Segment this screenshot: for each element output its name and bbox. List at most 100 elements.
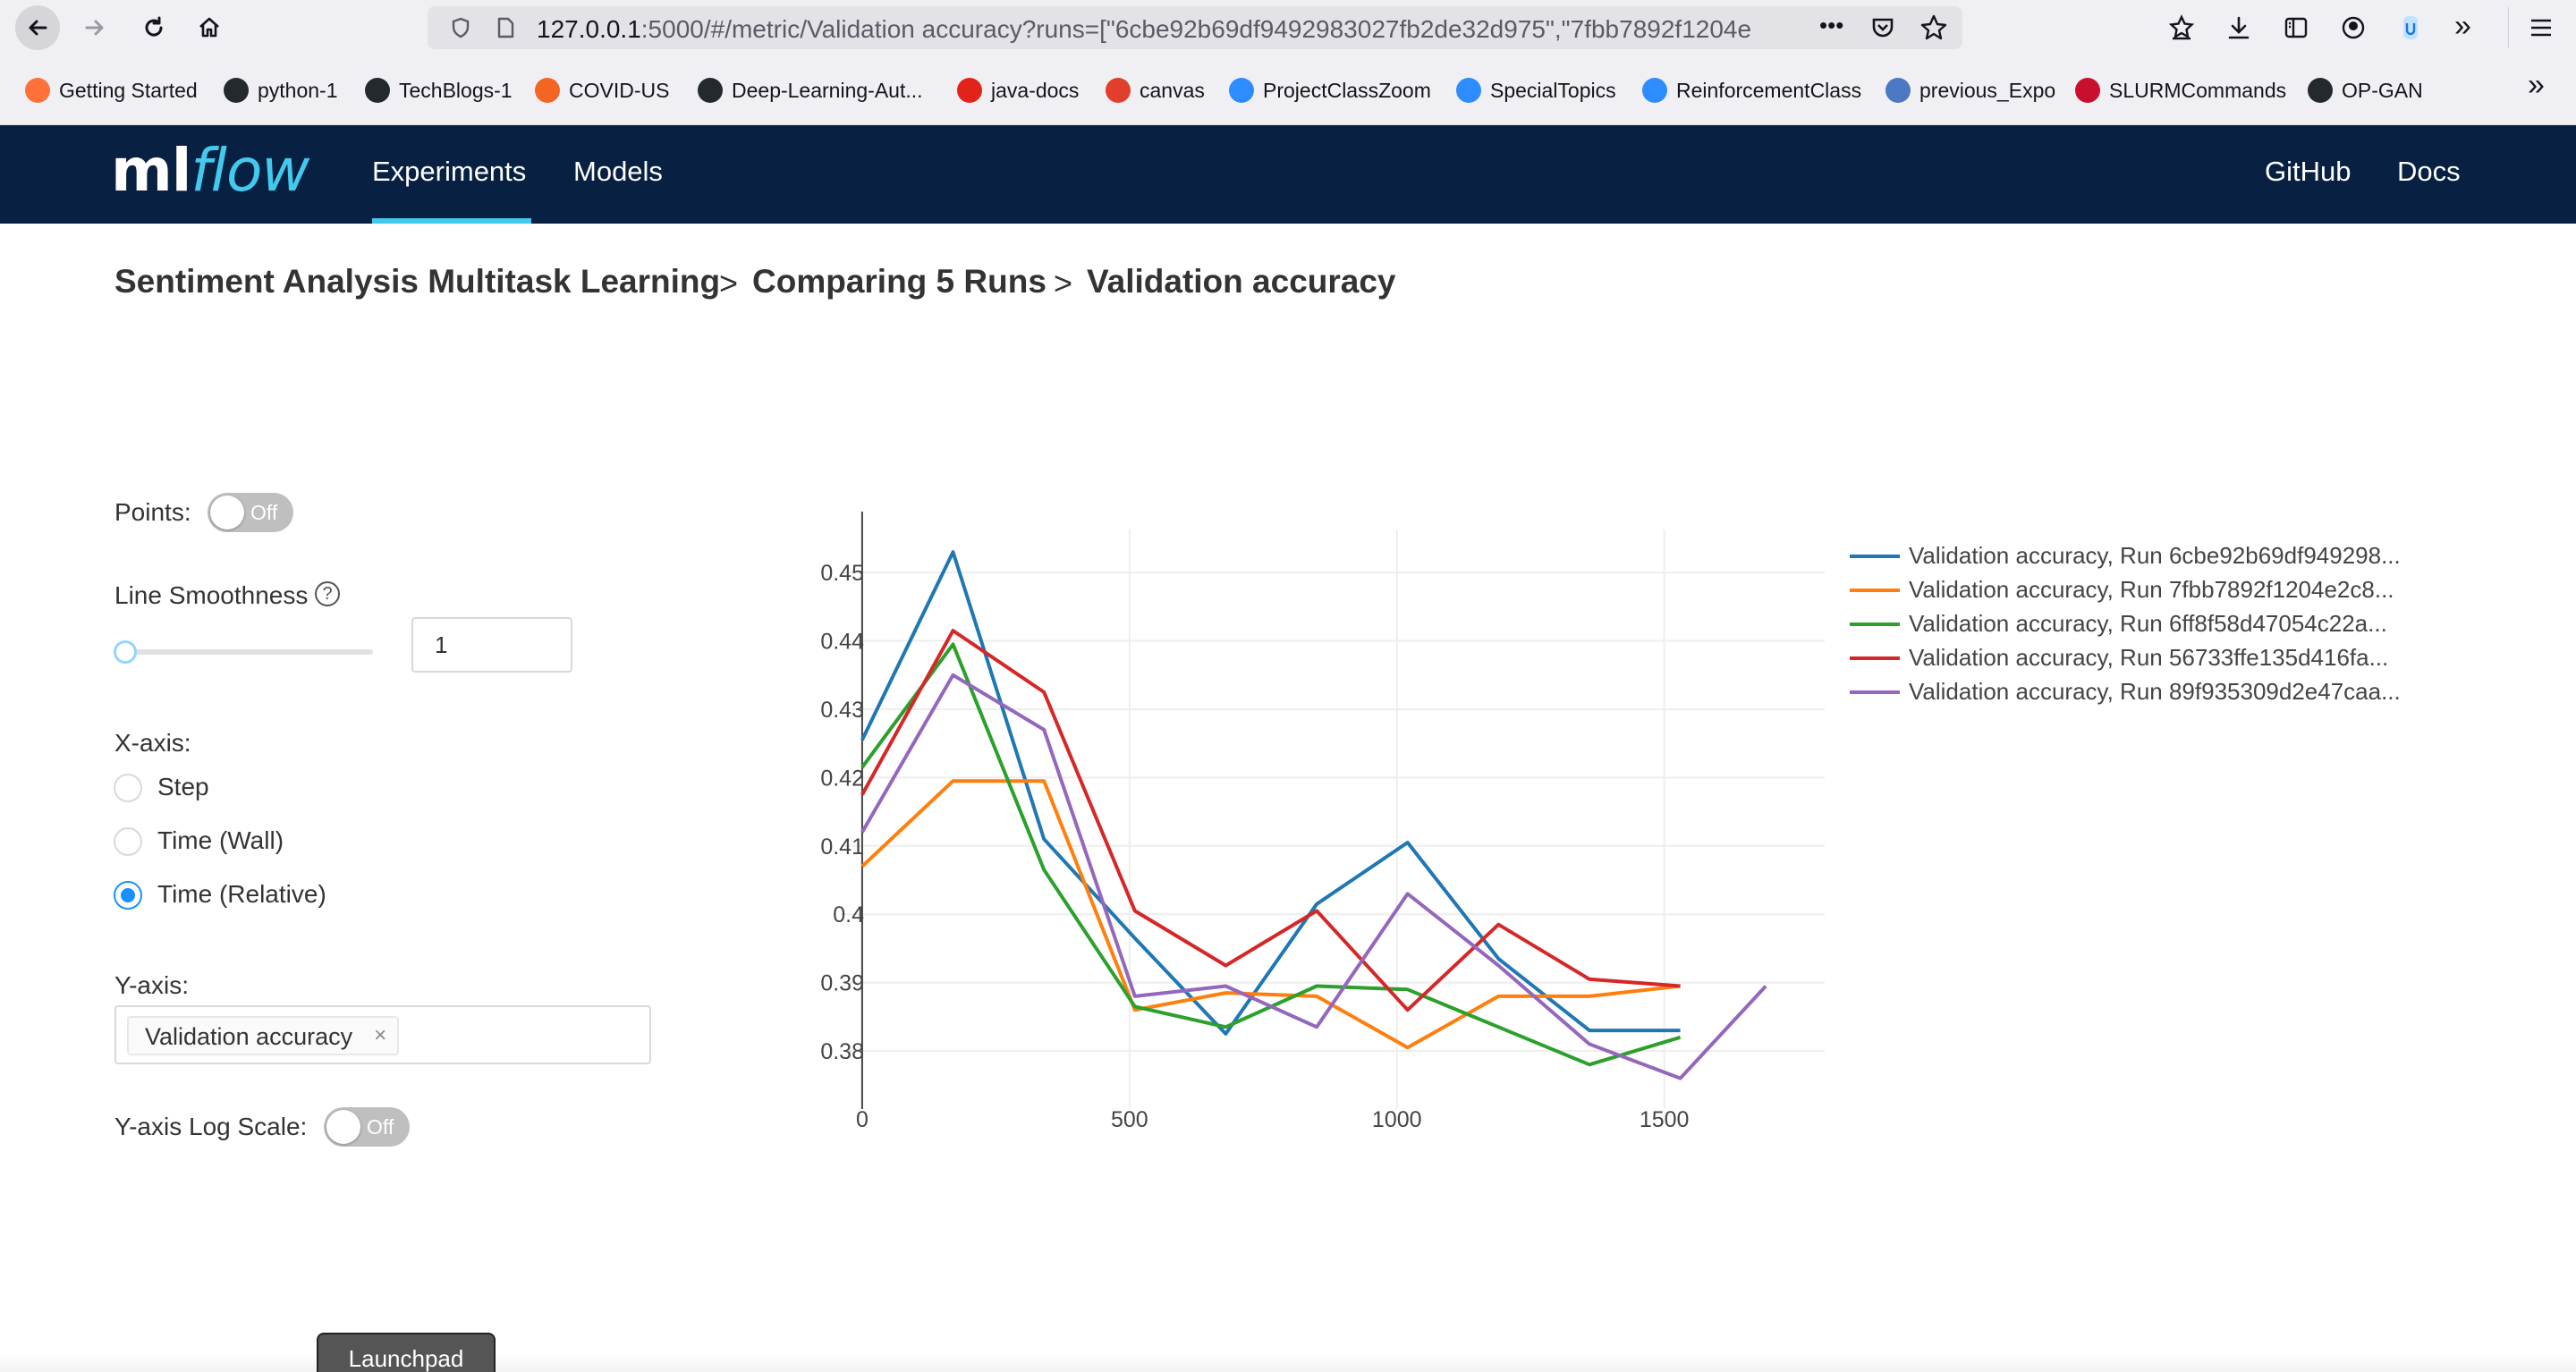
- series-line-2: [860, 779, 1681, 1050]
- sidebar-icon[interactable]: [2283, 14, 2309, 41]
- breadcrumb-separator: >: [719, 265, 739, 301]
- forward-button[interactable]: [75, 8, 114, 47]
- github-icon: [698, 78, 723, 103]
- page-actions-menu[interactable]: •••: [1819, 12, 1844, 38]
- url-text: 127.0.0.1:5000/#/metric/Validation accur…: [537, 15, 1762, 44]
- xaxis-label: X-axis:: [114, 729, 191, 757]
- home-button[interactable]: [190, 8, 229, 47]
- lungs-icon: [535, 78, 560, 103]
- bookmark-item[interactable]: Getting Started: [25, 75, 198, 106]
- bookmark-label: ReinforcementClass: [1676, 78, 1862, 102]
- nav-models[interactable]: Models: [573, 156, 663, 187]
- smoothness-input[interactable]: 1: [411, 617, 572, 673]
- xaxis-radio-step[interactable]: [114, 774, 142, 802]
- y-tick-label: 0.43: [820, 698, 864, 723]
- bookmark-item[interactable]: canvas: [1106, 75, 1205, 106]
- bookmark-item[interactable]: COVID-US: [535, 75, 669, 106]
- bookmark-item[interactable]: java-docs: [957, 75, 1079, 106]
- close-icon[interactable]: ×: [374, 1023, 387, 1047]
- yaxis-select[interactable]: Validation accuracy ×: [114, 1005, 651, 1064]
- smoothness-slider-handle[interactable]: [114, 640, 137, 664]
- smoothness-slider-rail[interactable]: [124, 649, 373, 655]
- metric-line-chart[interactable]: 0.38 0.39 0.4 0.41 0.42 0.43 0.44 0.45 0 500 1000 1…: [716, 510, 1878, 1136]
- hamburger-menu-icon[interactable]: [2528, 14, 2555, 41]
- toggle-knob: [210, 495, 244, 529]
- canvas-icon: [1106, 78, 1131, 103]
- downloads-icon[interactable]: [2225, 14, 2252, 41]
- log-scale-toggle[interactable]: Off: [324, 1107, 410, 1147]
- zoom-icon: [1642, 78, 1667, 103]
- xaxis-option-wall[interactable]: Time (Wall): [157, 826, 284, 854]
- toggle-state: Off: [367, 1115, 394, 1139]
- bookmark-item[interactable]: previous_Expo: [1885, 75, 2055, 106]
- page-title: Validation accuracy: [1087, 263, 1396, 300]
- reload-button[interactable]: [134, 8, 174, 47]
- github-icon: [2308, 78, 2333, 103]
- toggle-knob: [326, 1110, 360, 1144]
- legend-item[interactable]: Validation accuracy, Run 89f935309d2e47c…: [1843, 676, 2540, 708]
- legend-item[interactable]: Validation accuracy, Run 7fbb7892f1204e2…: [1843, 574, 2540, 606]
- zoom-icon: [1456, 78, 1481, 103]
- bookmark-item[interactable]: OP-GAN: [2308, 75, 2423, 106]
- bookmark-label: COVID-US: [569, 78, 670, 102]
- bookmark-item[interactable]: SpecialTopics: [1456, 75, 1616, 106]
- legend-swatch: [1850, 555, 1900, 558]
- bookmark-label: OP-GAN: [2342, 78, 2423, 102]
- account-icon[interactable]: [2340, 14, 2367, 41]
- xaxis-radio-relative[interactable]: [114, 881, 142, 910]
- legend-label: Validation accuracy, Run 6ff8f58d47054c2…: [1909, 610, 2387, 637]
- overflow-chevron-icon[interactable]: »: [2454, 9, 2471, 43]
- legend-item[interactable]: Validation accuracy, Run 56733ffe135d416…: [1843, 642, 2540, 674]
- xaxis-option-relative[interactable]: Time (Relative): [157, 880, 326, 908]
- shield-icon[interactable]: [449, 16, 472, 39]
- nav-docs[interactable]: Docs: [2397, 156, 2461, 187]
- forward-arrow-icon: [85, 20, 104, 36]
- bookmark-item[interactable]: SLURMCommands: [2075, 75, 2286, 106]
- breadcrumb-experiment[interactable]: Sentiment Analysis Multitask Learning: [114, 263, 721, 300]
- extension-icon[interactable]: [2397, 13, 2424, 43]
- y-tick-label: 0.39: [820, 971, 864, 996]
- help-icon[interactable]: ?: [315, 581, 340, 606]
- pocket-icon[interactable]: [1869, 14, 1896, 41]
- oracle-icon: [957, 78, 982, 103]
- bookmarks-overflow-chevron-icon[interactable]: »: [2528, 68, 2545, 102]
- y-tick-label: 0.45: [820, 561, 864, 586]
- legend-swatch: [1850, 622, 1900, 626]
- yaxis-tag-label: Validation accuracy: [145, 1023, 353, 1050]
- series-line-5: [860, 673, 1767, 1080]
- bookmark-item[interactable]: python-1: [224, 75, 338, 106]
- legend-swatch: [1850, 656, 1900, 660]
- x-tick-label: 1000: [1372, 1107, 1422, 1132]
- xaxis-radio-wall[interactable]: [114, 827, 142, 856]
- bookmark-item[interactable]: Deep-Learning-Aut...: [698, 75, 923, 106]
- breadcrumb-compare[interactable]: Comparing 5 Runs: [752, 263, 1046, 300]
- xaxis-option-step[interactable]: Step: [157, 773, 209, 800]
- bookmark-star-icon[interactable]: [1919, 13, 1948, 42]
- launchpad-button[interactable]: Launchpad: [317, 1333, 496, 1372]
- bookmark-item[interactable]: ProjectClassZoom: [1229, 75, 1431, 106]
- log-scale-label: Y-axis Log Scale:: [114, 1113, 308, 1140]
- nav-github[interactable]: GitHub: [2265, 156, 2351, 187]
- bookmark-label: TechBlogs-1: [399, 78, 513, 102]
- toggle-state: Off: [250, 501, 278, 524]
- yaxis-tag: Validation accuracy ×: [127, 1016, 400, 1055]
- reload-icon: [145, 16, 163, 37]
- points-toggle[interactable]: Off: [208, 493, 293, 532]
- nav-experiments[interactable]: Experiments: [372, 156, 527, 187]
- bookmark-item[interactable]: ReinforcementClass: [1642, 75, 1861, 106]
- yaxis-label: Y-axis:: [114, 971, 190, 999]
- back-button[interactable]: [15, 5, 60, 50]
- page-info-icon[interactable]: [494, 16, 517, 39]
- mlflow-logo[interactable]: mlflow: [111, 136, 309, 207]
- y-tick-label: 0.41: [820, 834, 864, 860]
- legend-item[interactable]: Validation accuracy, Run 6cbe92b69df9492…: [1843, 540, 2540, 572]
- bookmarks-menu-icon[interactable]: [2168, 14, 2195, 41]
- legend-item[interactable]: Validation accuracy, Run 6ff8f58d47054c2…: [1843, 608, 2540, 640]
- y-tick-label: 0.44: [820, 630, 864, 655]
- bookmark-item[interactable]: TechBlogs-1: [365, 75, 513, 106]
- active-tab-indicator: [372, 218, 531, 224]
- url-bar[interactable]: 127.0.0.1:5000/#/metric/Validation accur…: [428, 6, 1962, 49]
- points-label: Points:: [114, 498, 191, 526]
- toolbar-divider: [2508, 7, 2509, 48]
